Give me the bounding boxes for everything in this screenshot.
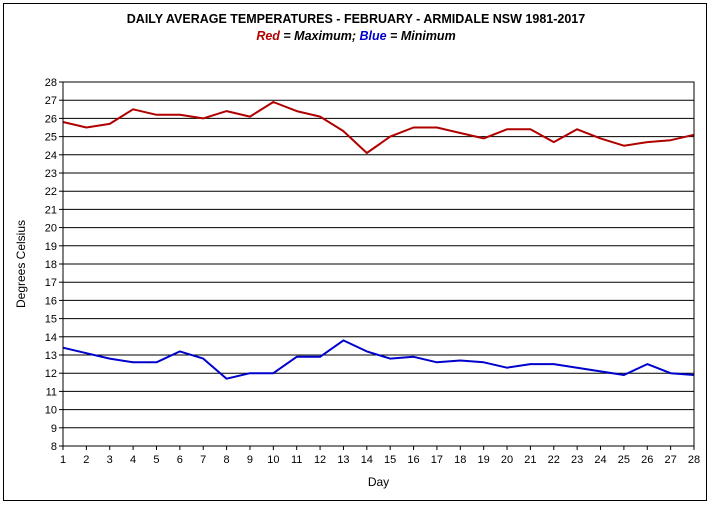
y-tick-label: 22 [45,186,57,198]
x-tick-label: 16 [407,454,419,466]
y-tick-label: 8 [51,441,57,453]
chart-title: DAILY AVERAGE TEMPERATURES - FEBRUARY - … [126,12,586,26]
x-tick-label: 8 [224,454,230,466]
y-tick-label: 18 [45,259,57,271]
x-tick-labels: 1 2 3 4 5 6 7 8 9 10 11 12 13 14 15 16 17 18 19 20 21 22 23 24 2… [60,454,700,466]
x-tick-label: 1 [60,454,66,466]
x-tick-label: 22 [548,454,560,466]
x-tick-label: 19 [478,454,490,466]
x-tick-label: 23 [571,454,583,466]
y-tick-label: 19 [45,241,57,253]
legend-red-word: Red [256,29,280,43]
x-tick-label: 15 [384,454,396,466]
y-tick-label: 10 [45,405,57,417]
x-axis-label: Day [368,475,389,489]
x-tick-label: 7 [200,454,206,466]
series-line-minimum [62,339,695,380]
y-tick-label: 25 [45,132,57,144]
x-tick-label: 2 [83,454,89,466]
x-tick-label: 4 [130,454,136,466]
chart-frame [3,3,707,501]
plot-area-border [62,81,695,447]
y-tick-label: 13 [45,350,57,362]
x-tick-label: 11 [291,454,302,466]
x-tick-label: 28 [688,454,700,466]
x-tick-label: 21 [524,454,536,466]
x-tick-label: 14 [361,454,373,466]
y-axis-label: Degrees Celsius [14,220,28,308]
series-lines [62,101,695,380]
y-tick-label: 28 [45,77,57,89]
x-tick-label: 26 [641,454,653,466]
x-tick-label: 3 [107,454,113,466]
y-tick-label: 23 [45,168,57,180]
x-tick-label: 24 [594,454,606,466]
y-tick-label: 14 [45,332,57,344]
y-tick-label: 12 [45,368,57,380]
legend-red-desc: = Maximum; [279,29,360,43]
y-tick-label: 9 [51,423,57,435]
chart-subtitle-legend: Red = Maximum; Blue = Minimum [0,29,712,43]
x-tick-label: 25 [618,454,630,466]
x-tick-label: 27 [665,454,677,466]
legend-blue-word: Blue [359,29,387,43]
y-tick-label: 11 [46,386,57,398]
y-tick-label: 20 [45,223,57,235]
x-tick-label: 10 [267,454,279,466]
y-tick-labels: 8 9 10 11 12 13 14 15 16 17 18 19 20 21 22 23 24 25 26 27 28 [45,77,57,453]
x-tick-label: 17 [431,454,443,466]
y-tick-label: 24 [45,150,57,162]
x-tick-label: 9 [247,454,253,466]
series-line-maximum [62,101,695,154]
x-tick-label: 20 [501,454,513,466]
legend-blue-desc: = Minimum [386,29,456,43]
y-tick-label: 21 [45,204,57,216]
x-tick-label: 5 [153,454,159,466]
x-tick-label: 6 [177,454,183,466]
x-tick-label: 12 [314,454,326,466]
y-tick-label: 17 [45,277,57,289]
y-tick-label: 27 [45,95,57,107]
x-tick-label: 18 [454,454,466,466]
y-tick-label: 16 [45,295,57,307]
x-tick-label: 13 [337,454,349,466]
y-tick-label: 15 [45,314,57,326]
y-tick-label: 26 [45,113,57,125]
